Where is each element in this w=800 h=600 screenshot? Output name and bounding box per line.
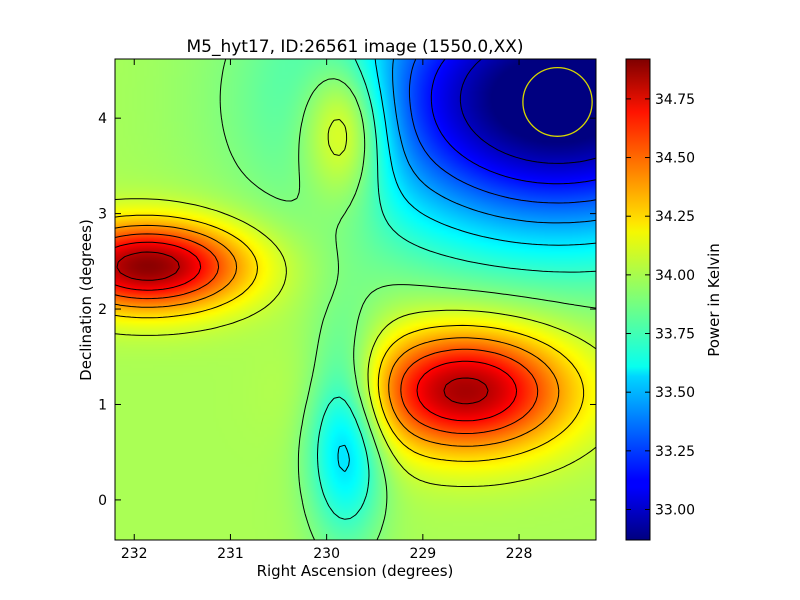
x-axis: 232 231 230 229 228: [121, 59, 533, 562]
contour-line: [116, 251, 489, 405]
x-tick-label: 232: [121, 546, 148, 562]
y-tick-label: 1: [98, 397, 107, 413]
contour-line: [459, 59, 596, 164]
x-tick-label: 228: [506, 546, 533, 562]
contour-line: [392, 59, 596, 224]
colorbar: 33.00 33.25 33.50 33.75 34.00 34.25 34.50 34.75…: [625, 58, 723, 541]
y-axis: 0 1 2 3 4: [98, 111, 596, 509]
chart-title: M5_hyt17, ID:26561 image (1550.0,XX): [186, 37, 523, 57]
contour-line: [115, 241, 518, 422]
y-tick-label: 3: [98, 207, 107, 223]
y-tick-label: 0: [98, 493, 107, 509]
contour-line: [115, 119, 596, 487]
y-tick-label: 2: [98, 302, 107, 318]
contour-line: [337, 59, 596, 472]
colorbar-tick-label: 33.00: [655, 502, 695, 518]
contour-line: [430, 59, 596, 185]
colorbar-tick-label: 33.50: [655, 385, 695, 401]
contour-line: [219, 59, 596, 540]
plot-frame: [114, 58, 597, 541]
colorbar-tick-label: 34.75: [655, 92, 695, 108]
colorbar-ticks: 33.00 33.25 33.50 33.75 34.00 34.25 34.50 34.75: [626, 92, 695, 518]
x-tick-label: 229: [409, 546, 436, 562]
colorbar-tick-label: 34.00: [655, 268, 695, 284]
colorbar-label: Power in Kelvin: [705, 243, 723, 357]
colorbar-tick-label: 33.25: [655, 444, 695, 460]
contour-line: [115, 214, 585, 462]
heatmap-area: [114, 58, 597, 541]
colorbar-tick-label: 33.75: [655, 327, 695, 343]
x-tick-label: 231: [217, 546, 244, 562]
x-axis-label: Right Ascension (degrees): [257, 562, 454, 580]
y-tick-label: 4: [98, 111, 107, 127]
x-tick-label: 230: [313, 546, 340, 562]
colorbar-gradient: [625, 58, 651, 541]
contour-line: [115, 224, 560, 447]
contour-line: [115, 233, 539, 434]
y-axis-label: Declination (degrees): [77, 219, 95, 381]
colorbar-tick-label: 34.25: [655, 209, 695, 225]
contour-lines: [115, 59, 596, 540]
heatmap-image: [115, 59, 596, 540]
contour-line: [408, 59, 596, 204]
colorbar-tick-label: 34.50: [655, 151, 695, 167]
beam-circle: [522, 66, 593, 137]
